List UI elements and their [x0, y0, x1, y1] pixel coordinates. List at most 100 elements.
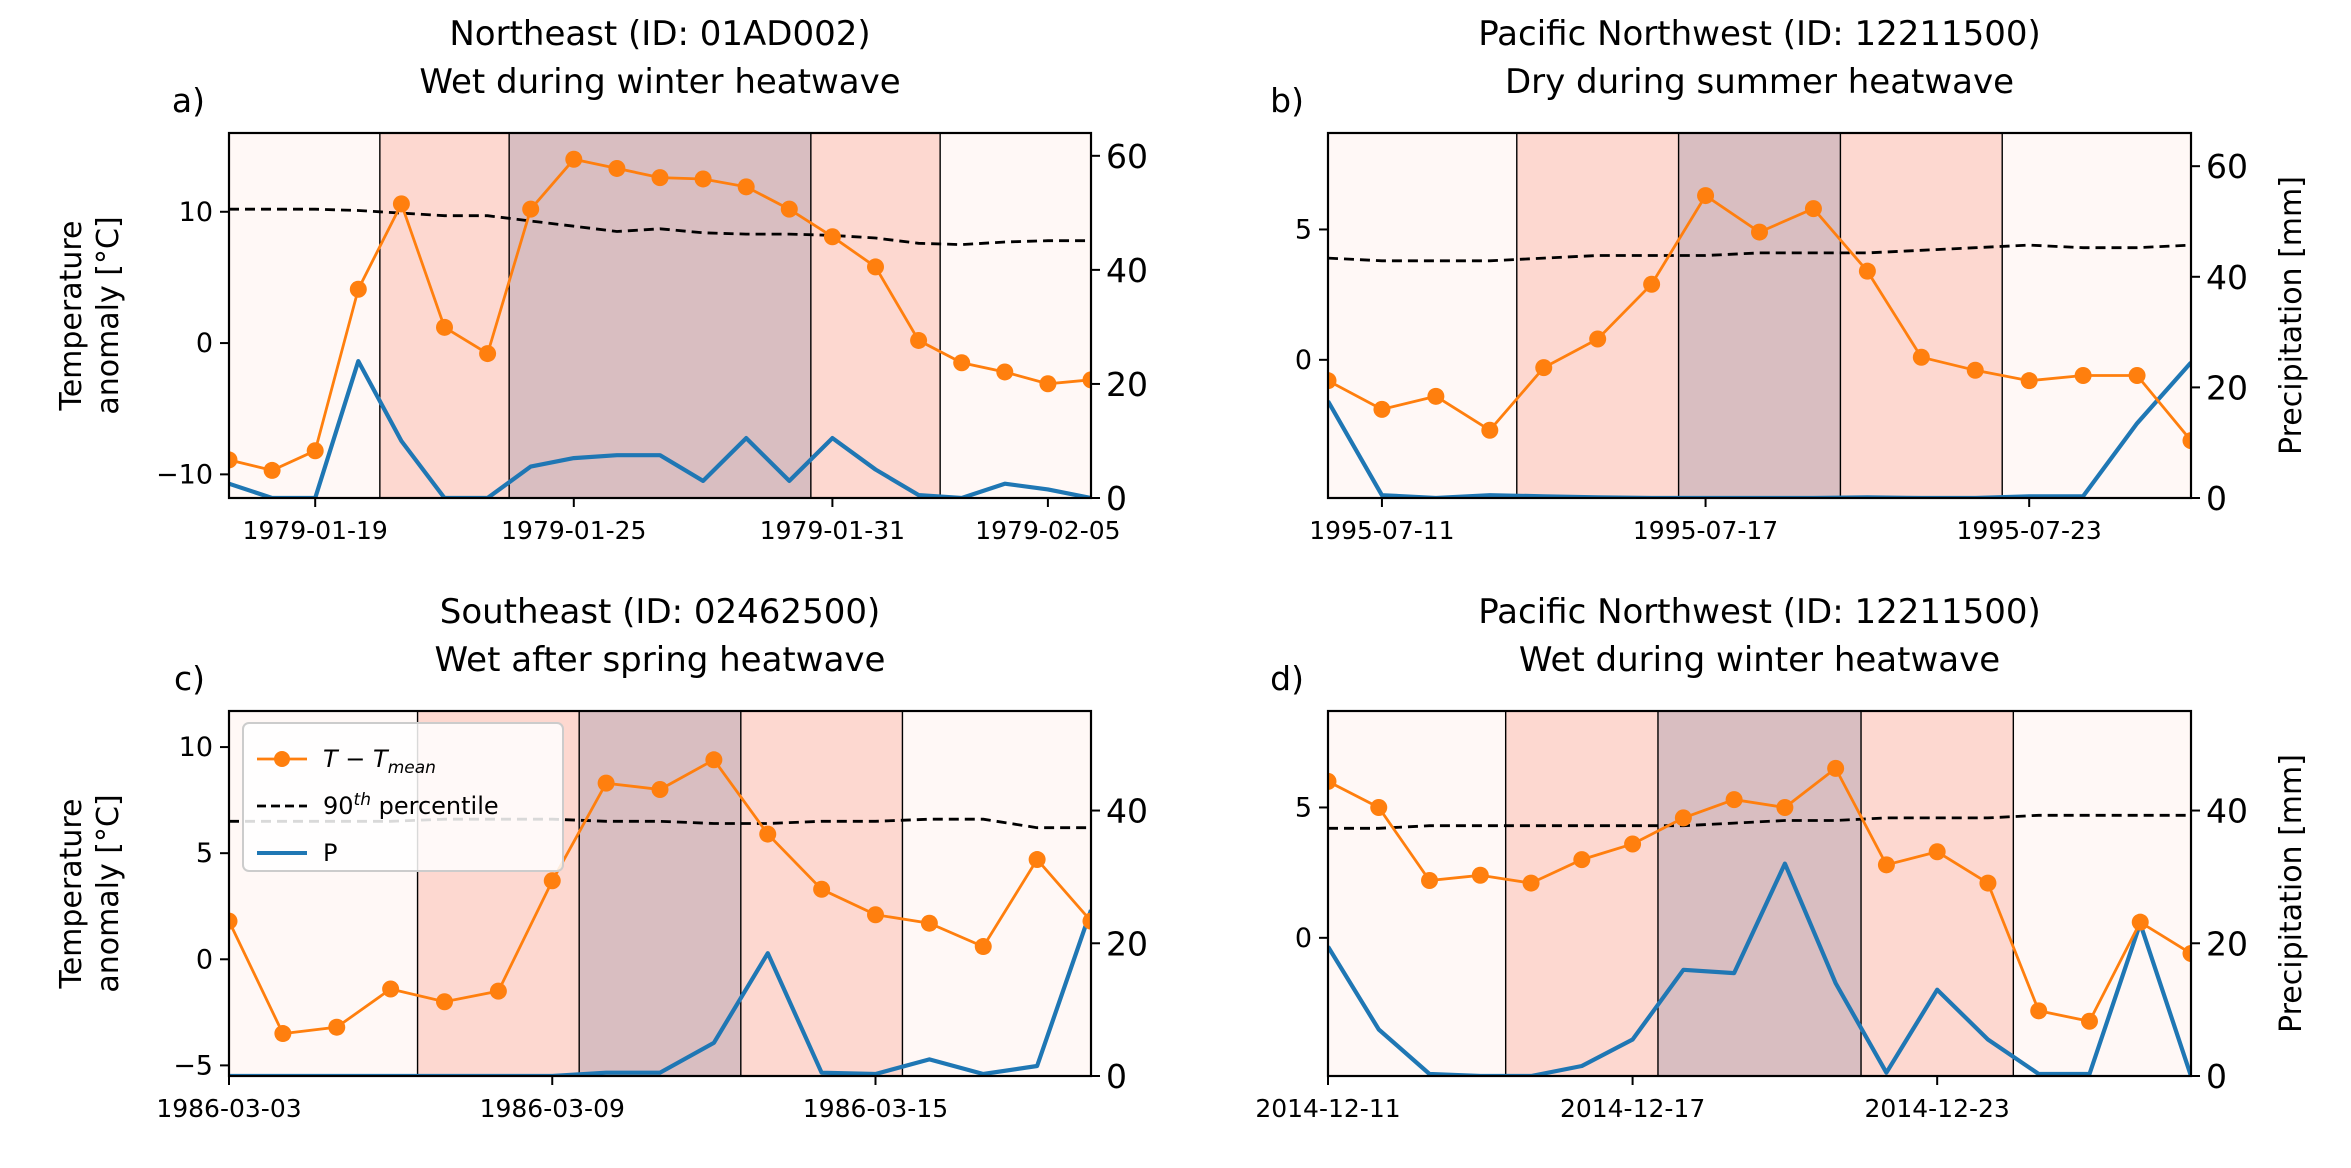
temperature-point: [1725, 791, 1743, 809]
y-right-tick-label: 60: [2206, 147, 2248, 186]
shade-band: [2002, 133, 2191, 498]
temperature-point: [479, 345, 497, 363]
legend-label: 90th percentile: [323, 790, 499, 820]
temperature-point: [2080, 1012, 2098, 1030]
temperature-point: [1674, 809, 1692, 827]
temperature-point: [920, 914, 938, 932]
y-tick-label: 10: [179, 197, 213, 228]
temperature-point: [1928, 843, 1946, 861]
chart-subtitle: Wet during winter heatwave: [1519, 640, 2000, 680]
temperature-point: [565, 150, 583, 168]
temperature-point: [974, 938, 992, 956]
x-tick-label: 1979-01-31: [760, 516, 905, 545]
temperature-point: [597, 774, 615, 792]
shade-band: [902, 711, 1091, 1076]
temperature-point: [489, 982, 507, 1000]
y-right-tick-label: 40: [1106, 251, 1148, 290]
y-axis-label: anomaly [°C]: [91, 216, 126, 414]
y-tick-label: 5: [1295, 792, 1312, 823]
legend-label: T − Tmean: [323, 745, 436, 778]
y-right-tick-label: 0: [1106, 1057, 1127, 1096]
y-tick-label: 0: [196, 328, 213, 359]
shade-band: [1657, 711, 1862, 1076]
y-right-tick-label: 40: [2206, 258, 2248, 297]
temperature-point: [1328, 372, 1337, 390]
y-tick-label: 5: [196, 838, 213, 869]
y-tick-label: 0: [1295, 345, 1312, 376]
temperature-point: [306, 442, 324, 460]
temperature-point: [813, 880, 831, 898]
shade-band: [1861, 711, 2014, 1076]
panel-label: c): [174, 659, 205, 698]
chart-subtitle: Wet during winter heatwave: [419, 62, 900, 102]
temperature-point: [1643, 275, 1661, 293]
temperature-point: [2182, 944, 2191, 962]
y-right-tick-label: 0: [1106, 479, 1127, 518]
temperature-point: [229, 451, 238, 469]
temperature-point: [382, 980, 400, 998]
temperature-point: [1427, 387, 1445, 405]
shade-band: [509, 133, 811, 498]
y-tick-label: −10: [156, 459, 213, 490]
chart-title: Pacific Northwest (ID: 12211500): [1478, 14, 2041, 54]
x-tick-label: 1986-03-03: [156, 1094, 301, 1123]
x-tick-label: 2014-12-17: [1560, 1094, 1705, 1123]
shade-band: [2013, 711, 2191, 1076]
temperature-point: [328, 1018, 346, 1036]
legend-label: P: [323, 839, 337, 867]
temperature-point: [1082, 912, 1091, 930]
series-group: [229, 150, 1091, 498]
temperature-point: [2182, 432, 2191, 450]
x-tick-label: 1979-01-19: [243, 516, 388, 545]
temperature-point: [1328, 772, 1337, 790]
y-right-tick-label: 20: [2206, 924, 2248, 963]
y-right-axis-label: Precipitation [mm]: [2274, 754, 2309, 1033]
shade-band: [579, 711, 741, 1076]
temperature-point: [274, 1025, 292, 1043]
axes-frame: [1326, 709, 2193, 1078]
temperature-point: [1858, 262, 1876, 280]
temperature-point: [2020, 372, 2038, 390]
temperature-point: [436, 318, 453, 336]
temperature-point: [1912, 348, 1930, 366]
axes-frame: [227, 709, 1093, 1078]
panel-label: b): [1270, 81, 1304, 120]
temperature-point: [1966, 361, 1984, 379]
temperature-point: [1421, 871, 1439, 889]
temperature-point: [1776, 798, 1794, 816]
temperature-point: [780, 200, 798, 218]
temperature-point: [2131, 913, 2149, 931]
y-tick-label: 0: [1295, 923, 1312, 954]
chart-panel-4: 2014-12-11 2014-12-17 2014-12-23 0 5 0 20 40 Pac…: [1255, 592, 2309, 1123]
temperature-point: [910, 331, 928, 349]
chart-panel-3: 1986-03-03 1986-03-09 1986-03-15 −5 0 5 10 0 20 4…: [54, 592, 1148, 1123]
y-axis-label: anomaly [°C]: [91, 794, 126, 992]
y-right-tick-label: 20: [1106, 365, 1148, 404]
temperature-point: [608, 159, 626, 177]
y-tick-label: 5: [1295, 214, 1312, 245]
chart-title: Pacific Northwest (ID: 12211500): [1478, 592, 2041, 632]
legend-marker: [274, 751, 290, 767]
shade-band: [1505, 711, 1658, 1076]
chart-title: Northeast (ID: 01AD002): [449, 14, 870, 54]
x-tick-label: 1986-03-09: [480, 1094, 625, 1123]
y-right-axis-label: Precipitation [mm]: [2274, 176, 2309, 455]
temperature-point: [2128, 366, 2146, 384]
temperature-line: [1328, 766, 2191, 1023]
chart-title: Southeast (ID: 02462500): [440, 592, 880, 632]
y-right-tick-label: 60: [1106, 137, 1148, 176]
temperature-point: [1697, 187, 1715, 205]
temperature-point: [1370, 798, 1388, 816]
y-right-tick-label: 40: [2206, 792, 2248, 831]
chart-panel-2: 1995-07-11 1995-07-17 1995-07-23 0 5 0 20 40 60 P…: [1270, 14, 2309, 545]
temperature-point: [349, 280, 367, 298]
temperature-point: [705, 751, 723, 769]
y-right-tick-label: 0: [2206, 1057, 2227, 1096]
temperature-point: [1522, 874, 1540, 892]
temperature-point: [867, 906, 884, 924]
x-tick-label: 1986-03-15: [803, 1094, 948, 1123]
temperature-point: [759, 825, 777, 843]
shade-band: [1328, 711, 1506, 1076]
y-axis-label: Temperature: [54, 798, 89, 989]
